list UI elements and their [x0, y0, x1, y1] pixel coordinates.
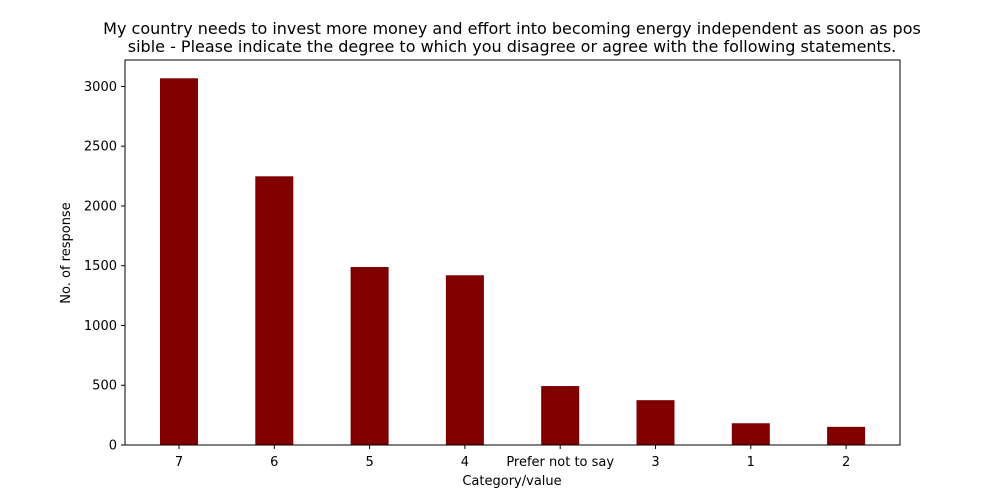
x-tick-label: 3	[651, 455, 659, 470]
y-tick-label: 500	[92, 379, 117, 394]
bar	[255, 176, 294, 445]
y-axis-label: No. of response	[59, 202, 74, 303]
plot-area-frame	[124, 59, 901, 446]
y-tick-label: 3000	[84, 80, 117, 95]
chart-title-line-1: My country needs to invest more money an…	[103, 19, 921, 38]
y-tick-label: 2500	[84, 140, 117, 155]
y-tick-label: 1000	[84, 319, 117, 334]
chart-title-line-2: sible - Please indicate the degree to wh…	[128, 37, 897, 56]
bar	[636, 400, 675, 445]
x-tick-label: 2	[842, 455, 850, 470]
y-tick-label: 0	[109, 439, 117, 454]
x-axis-ticks: 7 6 5 4 Prefer not to say 3 1 2	[175, 445, 850, 470]
x-tick-label: 4	[461, 455, 469, 470]
bar	[445, 275, 484, 445]
bars-group	[160, 78, 866, 446]
bar	[350, 267, 389, 445]
x-tick-label: Prefer not to say	[506, 455, 614, 470]
x-tick-label: 7	[175, 455, 183, 470]
bar	[827, 426, 866, 445]
bar	[731, 423, 770, 445]
y-tick-label: 1500	[84, 259, 117, 274]
bar	[160, 78, 198, 446]
y-axis-ticks: 0 500 1000 1500 2000 2500 3000	[84, 80, 125, 454]
x-tick-label: 6	[270, 455, 278, 470]
x-tick-label: 1	[747, 455, 755, 470]
y-tick-label: 2000	[84, 199, 117, 214]
x-tick-label: 5	[365, 455, 373, 470]
x-axis-label: Category/value	[462, 474, 561, 489]
bar	[541, 386, 580, 445]
